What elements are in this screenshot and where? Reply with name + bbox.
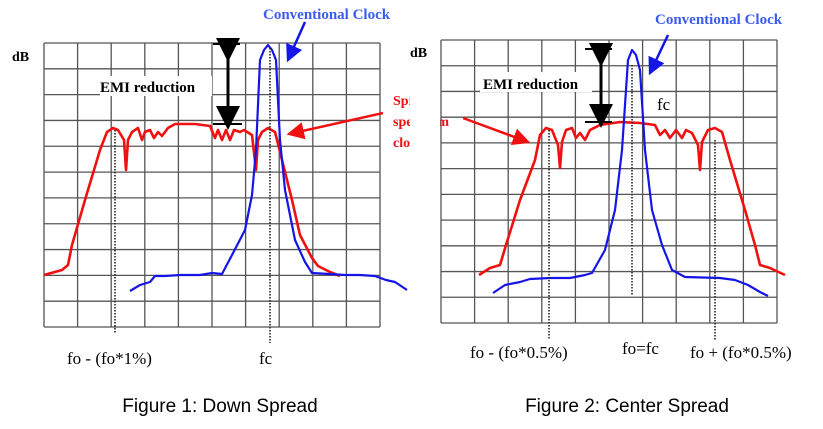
figure-1: dB EMI reduction Conventional Clock Spre… (12, 7, 449, 417)
emi-label: EMI reduction (100, 80, 196, 96)
conventional-clock-curve (129, 43, 408, 292)
y-axis-label: dB (410, 46, 427, 61)
spread-spectrum-curve (478, 120, 786, 277)
x-label: fo - (fo*0.5%) (470, 343, 568, 362)
x-label: fc (259, 349, 273, 368)
emi-label: EMI reduction (483, 77, 579, 93)
figure-caption: Figure 2: Center Spread (525, 396, 729, 417)
x-label: fo=fc (622, 339, 659, 358)
figure-2: dB EMI reduction fc Conventional Clock f… (410, 12, 792, 417)
conventional-clock-label: Conventional Clock (263, 7, 391, 23)
y-axis-label: dB (12, 50, 29, 65)
spread-arrow (286, 111, 384, 140)
figure-caption: Figure 1: Down Spread (122, 396, 317, 417)
conventional-clock-label: Conventional Clock (655, 12, 783, 28)
conventional-arrow (648, 34, 670, 76)
fc-label: fc (657, 95, 671, 114)
spread-spectrum-curve (43, 122, 341, 278)
x-label: fo - (fo*1%) (67, 349, 152, 368)
conventional-clock-curve (492, 48, 769, 297)
spread-arrow (462, 116, 531, 146)
conventional-arrow (286, 21, 307, 63)
x-label: fo + (fo*0.5%) (690, 343, 792, 362)
